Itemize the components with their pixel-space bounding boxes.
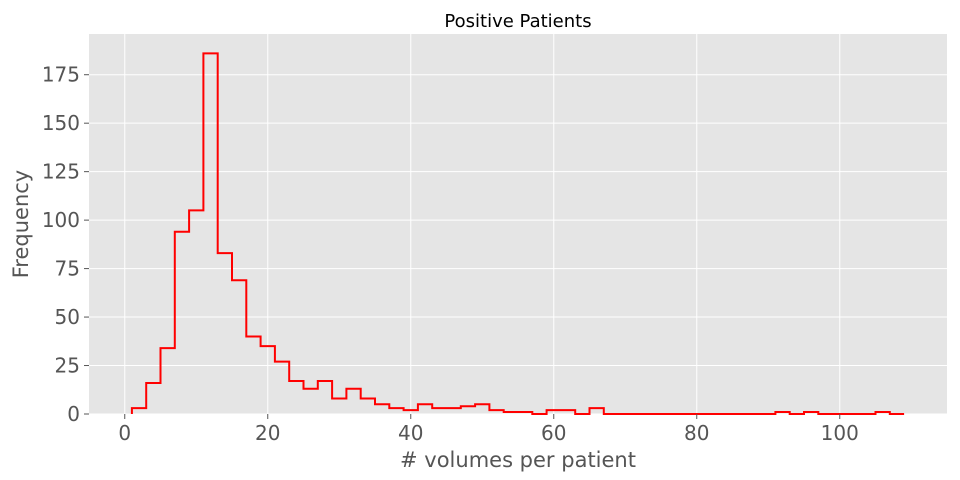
y-axis-label: Frequency (9, 170, 33, 279)
x-axis-label: # volumes per patient (400, 448, 636, 472)
y-tick-label: 125 (42, 160, 80, 184)
y-tick-label: 25 (55, 354, 80, 378)
x-tick-label: 60 (541, 421, 566, 445)
y-axis-ticks: 0 25 50 75 100 125 150 175 (42, 63, 89, 426)
chart-title: Positive Patients (444, 11, 591, 32)
x-axis-ticks: 0 20 40 60 80 100 (118, 414, 859, 445)
y-tick-label: 175 (42, 63, 80, 87)
y-tick-label: 50 (55, 305, 80, 329)
x-tick-label: 0 (118, 421, 131, 445)
y-tick-label: 0 (67, 402, 80, 426)
x-tick-label: 80 (684, 421, 709, 445)
plot-area (89, 34, 947, 414)
x-tick-label: 20 (255, 421, 280, 445)
y-tick-label: 100 (42, 208, 80, 232)
x-tick-label: 40 (398, 421, 423, 445)
x-tick-label: 100 (821, 421, 859, 445)
y-tick-label: 150 (42, 111, 80, 135)
y-tick-label: 75 (55, 257, 80, 281)
histogram-step-line (130, 52, 905, 415)
